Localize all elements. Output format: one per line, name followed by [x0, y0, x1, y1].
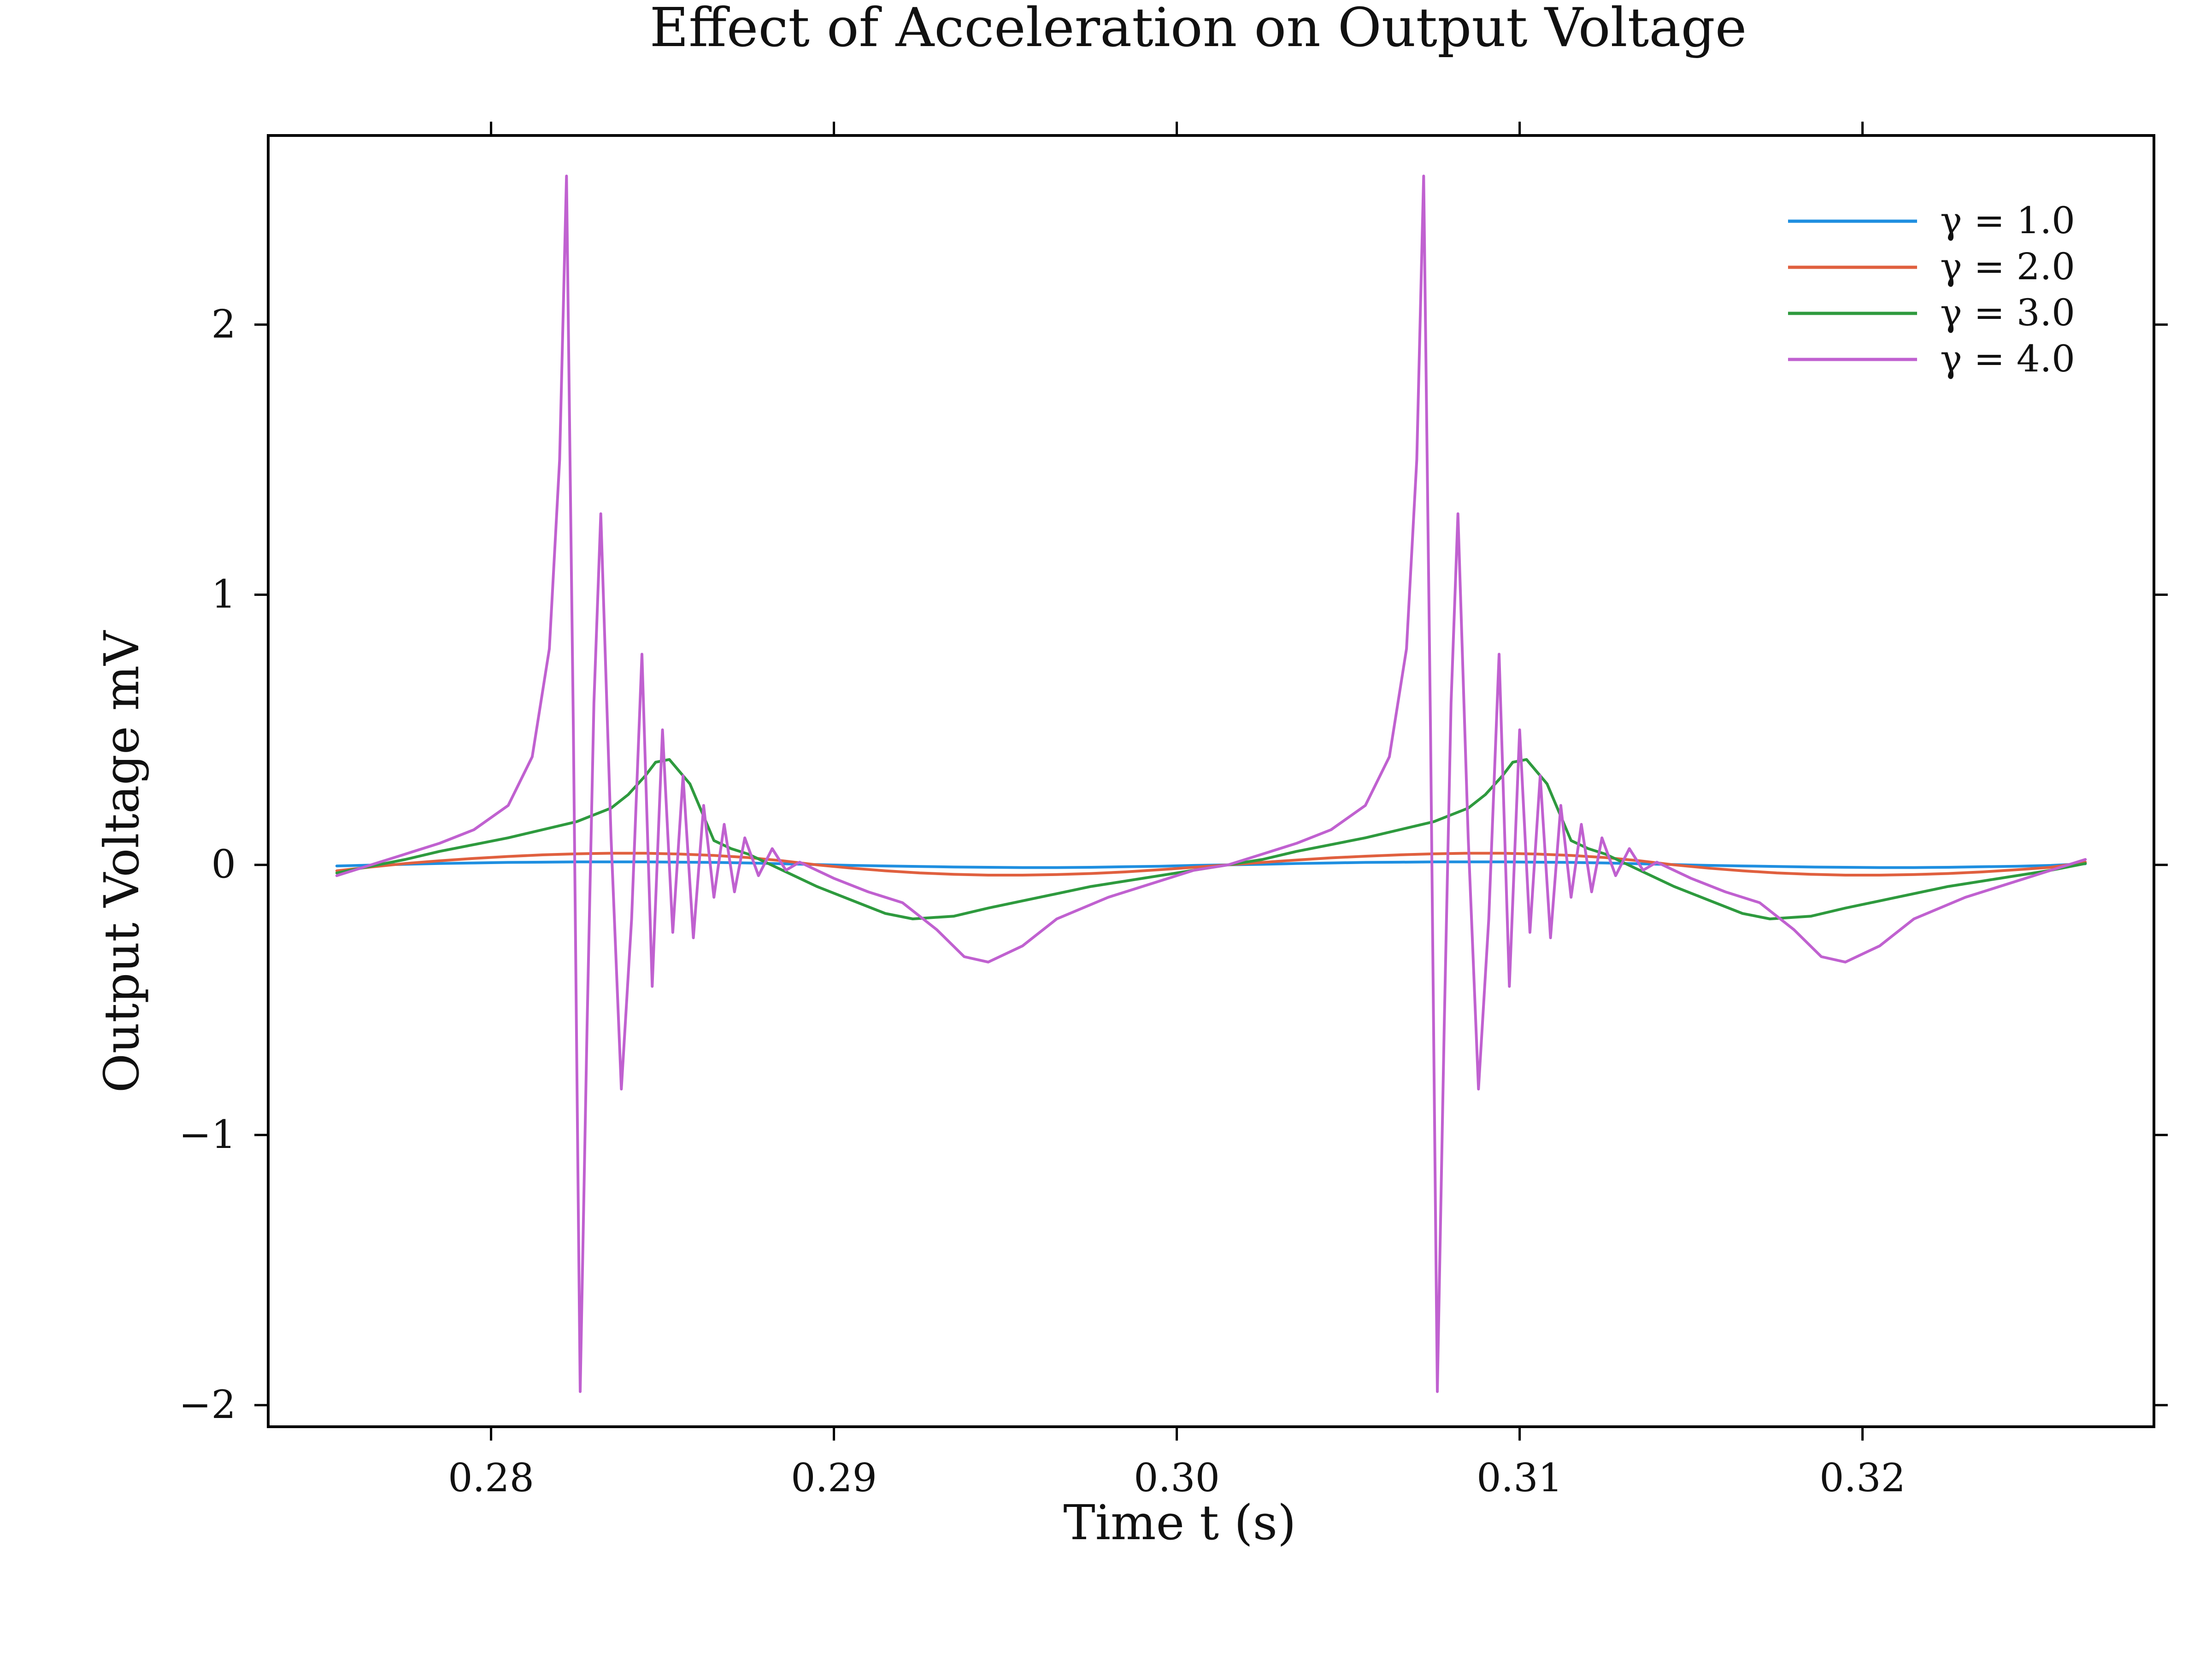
y-tick-label: 1 [212, 572, 236, 617]
y-axis-label: Output Voltage mV [94, 630, 150, 1093]
legend-entry-label: γ = 3.0 [1940, 291, 2075, 334]
x-tick-label: 0.32 [1819, 1455, 1906, 1500]
legend-entry-label: γ = 2.0 [1940, 245, 2075, 288]
legend-entry-label: γ = 4.0 [1940, 337, 2075, 380]
legend: γ = 1.0γ = 2.0γ = 3.0γ = 4.0 [1788, 199, 2075, 380]
x-tick-label: 0.30 [1134, 1455, 1220, 1500]
plot-series [335, 174, 2087, 1393]
plot-frame [267, 134, 2155, 1428]
y-tick-label: 2 [212, 301, 236, 347]
y-tick-label: −2 [179, 1382, 236, 1427]
legend-entry-label: γ = 1.0 [1940, 199, 2075, 242]
series-line-gamma-2 [335, 852, 2087, 877]
y-tick-label: −1 [179, 1112, 236, 1157]
axis-ticks: 0.28 0.29 0.30 0.31 0.32 −2 −1 0 1 2 [179, 122, 2168, 1500]
y-tick-label: 0 [212, 842, 236, 887]
x-tick-label: 0.29 [791, 1455, 877, 1500]
x-axis-label: Time t (s) [1063, 1494, 1296, 1551]
x-tick-label: 0.28 [448, 1455, 534, 1500]
chart-title: Effect of Acceleration on Output Voltage [650, 0, 1747, 59]
x-tick-label: 0.31 [1477, 1455, 1563, 1500]
series-line-gamma-4 [335, 174, 2087, 1393]
